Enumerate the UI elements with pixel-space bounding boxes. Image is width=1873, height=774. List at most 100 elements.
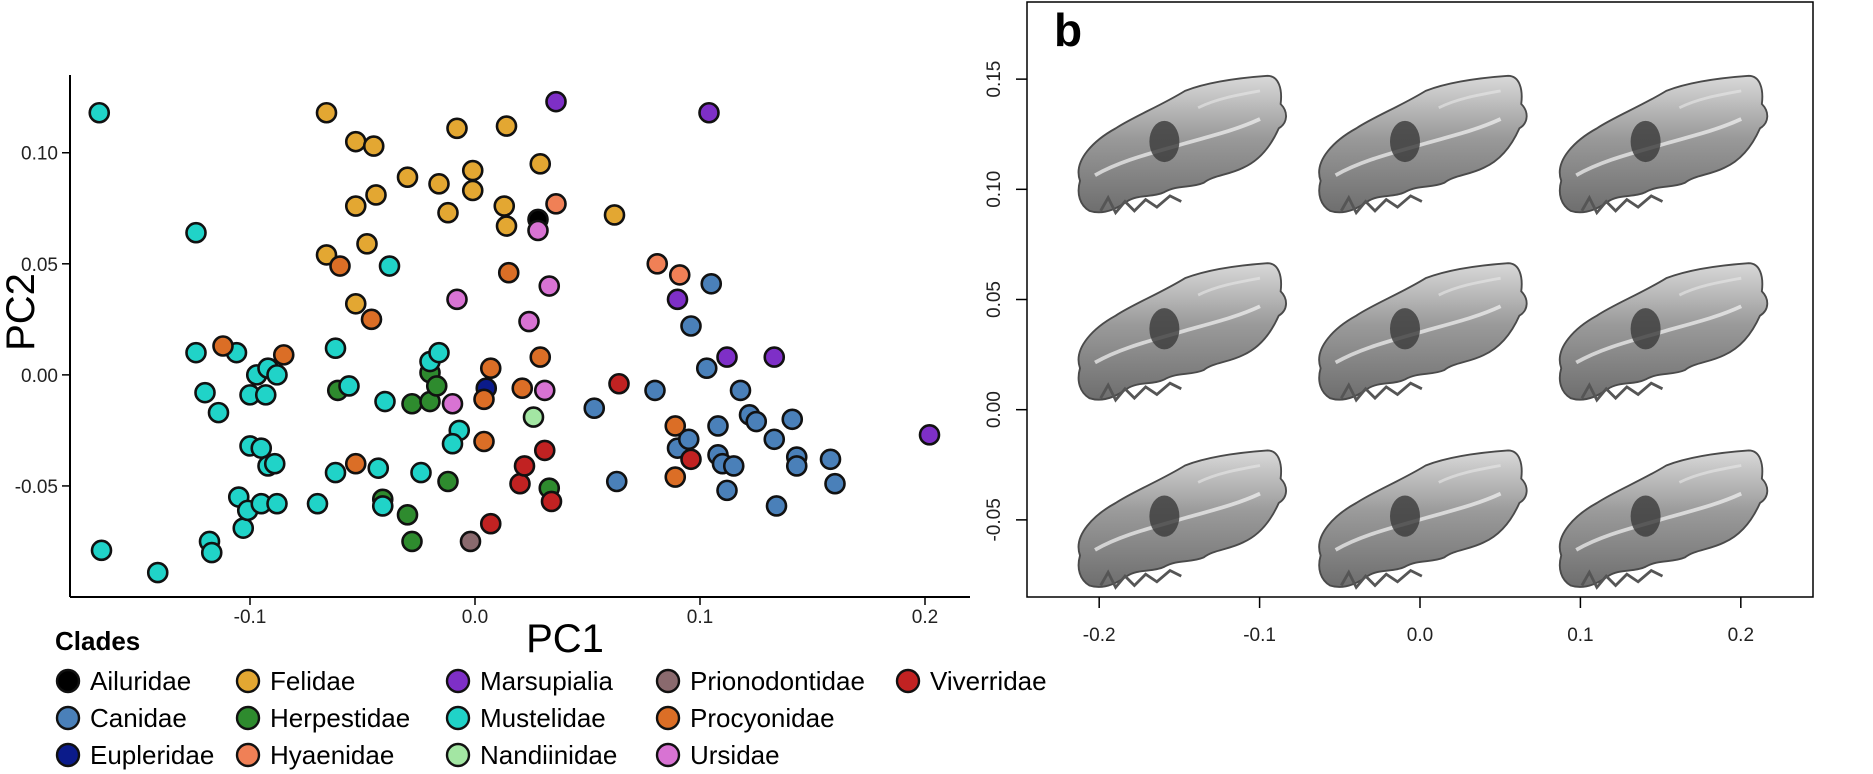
point-felidae (495, 215, 518, 237)
x-tick-label: 0.0 (1407, 625, 1433, 646)
point-marsupialia (545, 90, 567, 113)
x-axis-title: PC1 (526, 617, 604, 661)
y-tick-label: 0.05 (21, 255, 58, 276)
point-canidae (695, 357, 718, 380)
point-canidae (716, 479, 738, 502)
point-marsupialia (666, 288, 689, 311)
point-felidae (344, 195, 367, 217)
point-canidae (824, 472, 846, 495)
legend-label-procyonidae: Procyonidae (690, 703, 835, 733)
point-mustelidae (90, 539, 113, 562)
point-herpestidae (437, 470, 459, 493)
point-felidae (603, 204, 626, 226)
legend-label-prionodontidae: Prionodontidae (690, 666, 865, 696)
point-ursidae (533, 379, 556, 402)
point-mustelidae (250, 437, 273, 459)
legend-title: Clades (55, 626, 140, 656)
skull-render (1557, 261, 1770, 402)
point-canidae (680, 315, 702, 337)
legend-swatch-mustelidae (445, 705, 471, 731)
point-viverridae (479, 512, 502, 535)
panel-b: b -0.2 -0.1 0.0 0.1 0.2 0.15 0.10 0.05 0.00 -0.0… (984, 1, 1814, 646)
legend-label-nandiinidae: Nandiinidae (480, 740, 617, 770)
x-tick-label: 0.1 (1567, 625, 1593, 646)
legend-swatch-prionodontidae (655, 668, 681, 694)
point-procyonidae (664, 415, 687, 437)
skull-render (1317, 261, 1529, 402)
legend-label-mustelidae: Mustelidae (480, 703, 606, 733)
point-ursidae (441, 392, 464, 415)
skull-render (1076, 261, 1288, 402)
x-tick-label: -0.2 (1083, 625, 1116, 646)
point-procyonidae (360, 308, 383, 331)
point-herpestidae (401, 392, 423, 415)
x-tick-label: -0.1 (1243, 625, 1276, 646)
legend-label-ailuridae: Ailuridae (90, 666, 191, 696)
point-mustelidae (324, 337, 347, 360)
x-tick-label: 0.2 (1728, 625, 1754, 646)
point-procyonidae (479, 357, 502, 380)
point-mustelidae (146, 561, 169, 584)
point-marsupialia (716, 346, 738, 368)
legend-label-canidae: Canidae (90, 703, 187, 733)
point-canidae (763, 428, 786, 451)
legend-swatch-eupleridae (55, 742, 81, 768)
y-tick-label: 0.00 (984, 391, 1005, 428)
y-tick-label: 0.10 (984, 171, 1005, 208)
point-procyonidae (212, 335, 234, 357)
point-mustelidae (185, 221, 207, 244)
point-mustelidae (428, 341, 450, 364)
point-ursidae (518, 310, 540, 333)
point-marsupialia (763, 346, 786, 368)
legend-swatch-viverridae (895, 668, 921, 694)
legend-swatch-canidae (55, 705, 81, 731)
point-procyonidae (344, 452, 367, 475)
point-hyaenidae (668, 264, 691, 286)
x-tick-label: 0.2 (912, 607, 938, 628)
point-mustelidae (185, 341, 207, 364)
point-procyonidae (497, 261, 520, 284)
point-herpestidae (396, 504, 419, 526)
legend-label-ursidae: Ursidae (690, 740, 780, 770)
point-mustelidae (306, 492, 329, 515)
point-hyaenidae (545, 193, 567, 215)
legend-swatch-nandiinidae (445, 742, 471, 768)
point-felidae (461, 179, 484, 202)
point-felidae (461, 159, 484, 182)
point-ursidae (527, 219, 549, 242)
point-viverridae (680, 448, 702, 471)
point-viverridae (533, 439, 556, 462)
legend-label-viverridae: Viverridae (930, 666, 1047, 696)
x-tick-label: 0.1 (687, 607, 713, 628)
point-canidae (729, 379, 752, 402)
legend-swatch-ursidae (655, 742, 681, 768)
legend-label-eupleridae: Eupleridae (90, 740, 214, 770)
point-prionodontidae (459, 530, 482, 553)
point-canidae (583, 397, 606, 419)
point-procyonidae (272, 344, 295, 366)
legend-swatch-ailuridae (55, 668, 81, 694)
legend: Ailuridae Canidae Eupleridae Felidae Herpest… (55, 666, 1047, 770)
point-felidae (437, 201, 459, 224)
point-mustelidae (374, 390, 396, 413)
x-tick-label: 0.0 (462, 607, 488, 628)
legend-label-herpestidae: Herpestidae (270, 703, 410, 733)
point-mustelidae (410, 461, 432, 484)
point-marsupialia (698, 101, 720, 124)
y-tick-label: 0.15 (984, 61, 1005, 98)
y-tick-label: 0.05 (984, 281, 1005, 318)
point-felidae (446, 117, 468, 140)
point-canidae (605, 470, 628, 493)
point-canidae (781, 408, 804, 431)
point-nandiinidae (522, 406, 545, 428)
point-felidae (315, 244, 338, 266)
point-marsupialia (918, 424, 941, 446)
morphospace-skull-grid (1076, 73, 1770, 590)
point-mustelidae (194, 381, 216, 404)
point-hyaenidae (646, 253, 669, 275)
point-felidae (428, 173, 450, 195)
point-mustelidae (378, 255, 401, 277)
point-mustelidae (266, 492, 288, 515)
point-canidae (745, 410, 768, 433)
